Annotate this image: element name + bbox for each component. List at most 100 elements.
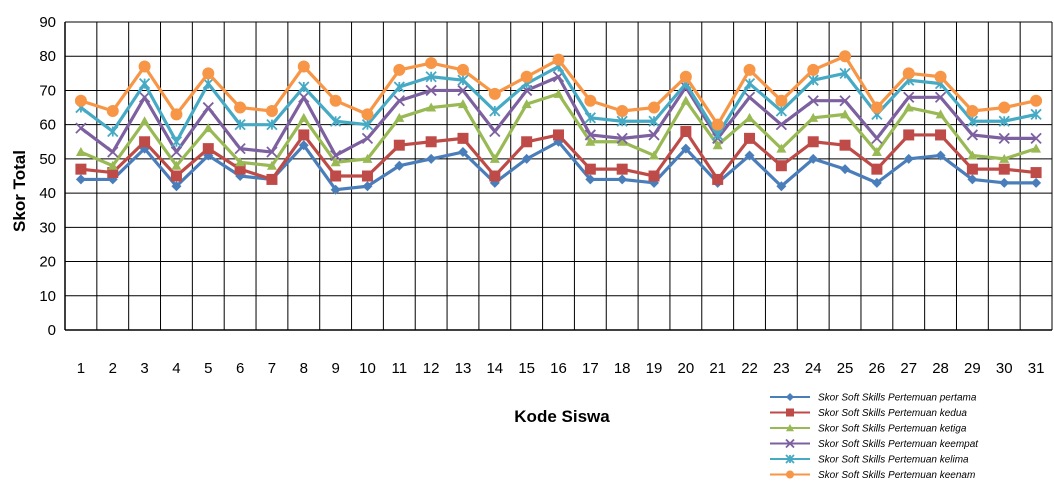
circle-marker xyxy=(265,104,278,117)
square-marker xyxy=(584,163,596,175)
x-tick-label: 24 xyxy=(805,360,822,377)
x-marker xyxy=(743,91,756,103)
star-marker xyxy=(743,77,756,90)
x-marker xyxy=(298,91,310,103)
legend-label: Skor Soft Skills Pertemuan keempat xyxy=(818,439,979,450)
x-tick-label: 17 xyxy=(582,360,599,377)
square-marker xyxy=(170,170,182,182)
x-axis-tick-labels: 1 2 3 4 5 6 7 8 9 10 11 12 13 14 15 16 17 18 19 20 21 22 23 24 2… xyxy=(77,360,1045,377)
circle-marker xyxy=(202,67,215,80)
x-tick-label: 30 xyxy=(996,360,1013,377)
square-marker xyxy=(648,170,660,182)
diamond-marker xyxy=(362,181,373,192)
square-marker xyxy=(616,163,628,175)
x-tick-label: 16 xyxy=(550,360,567,377)
chart-legend: Skor Soft Skills Pertemuan pertama Skor S… xyxy=(770,393,979,481)
circle-marker xyxy=(234,101,247,114)
x-tick-label: 29 xyxy=(964,360,981,377)
triangle-marker xyxy=(330,157,341,167)
star-marker xyxy=(839,67,851,79)
circle-marker xyxy=(329,94,342,107)
x-tick-label: 6 xyxy=(236,360,244,377)
diamond-marker xyxy=(585,174,596,185)
x-tick-label: 22 xyxy=(741,360,758,377)
square-marker xyxy=(139,136,151,148)
circle-marker xyxy=(297,60,310,73)
triangle-marker xyxy=(139,116,150,126)
y-tick-label: 10 xyxy=(39,288,56,305)
triangle-marker xyxy=(871,147,882,157)
square-marker xyxy=(1030,167,1042,179)
star-marker xyxy=(616,115,628,127)
y-tick-label: 80 xyxy=(39,48,56,65)
circle-marker xyxy=(743,63,756,76)
circle-marker xyxy=(74,94,87,107)
square-marker xyxy=(393,139,405,151)
series-5 xyxy=(75,60,1042,148)
circle-marker xyxy=(998,101,1011,114)
diamond-marker xyxy=(330,184,341,195)
x-marker xyxy=(107,146,119,158)
series-1 xyxy=(75,136,1042,195)
series-3 xyxy=(75,88,1042,170)
x-marker xyxy=(807,95,819,107)
diamond-marker xyxy=(808,153,819,164)
star-marker xyxy=(457,74,469,86)
circle-marker xyxy=(361,108,374,121)
triangle-marker xyxy=(776,143,787,153)
triangle-marker xyxy=(786,424,794,432)
triangle-marker xyxy=(585,136,596,146)
x-tick-label: 4 xyxy=(172,360,180,377)
x-tick-label: 10 xyxy=(359,360,376,377)
circle-marker xyxy=(775,94,788,107)
star-marker xyxy=(785,454,795,464)
x-tick-label: 13 xyxy=(455,360,472,377)
x-marker xyxy=(648,129,660,141)
y-tick-label: 90 xyxy=(39,14,56,31)
diamond-marker xyxy=(1031,177,1042,188)
y-axis-tick-labels: 0 10 20 30 40 50 60 70 80 90 xyxy=(39,14,56,339)
x-marker xyxy=(839,95,851,107)
square-marker xyxy=(489,170,501,182)
square-marker xyxy=(839,139,851,151)
x-tick-label: 23 xyxy=(773,360,790,377)
square-marker xyxy=(330,170,342,182)
circle-marker xyxy=(456,63,469,76)
diamond-marker xyxy=(840,164,851,175)
circle-marker xyxy=(138,60,151,73)
x-tick-label: 9 xyxy=(331,360,339,377)
triangle-marker xyxy=(840,109,851,119)
x-marker xyxy=(616,132,628,144)
square-marker xyxy=(712,173,724,185)
x-marker xyxy=(425,84,437,97)
triangle-marker xyxy=(107,160,118,170)
square-marker xyxy=(298,129,310,141)
x-tick-label: 3 xyxy=(140,360,148,377)
chart-gridlines xyxy=(64,21,1053,331)
x-marker xyxy=(75,122,87,134)
x-marker xyxy=(393,95,405,107)
square-marker xyxy=(107,167,119,179)
triangle-marker xyxy=(1031,143,1042,153)
diamond-marker xyxy=(786,393,794,401)
y-tick-label: 30 xyxy=(39,219,56,236)
triangle-marker xyxy=(235,157,246,167)
x-marker xyxy=(202,101,214,114)
triangle-marker xyxy=(489,153,500,163)
circle-marker xyxy=(106,104,119,117)
diamond-marker xyxy=(75,174,86,185)
legend-item: Skor Soft Skills Pertemuan keempat xyxy=(770,438,979,450)
square-marker xyxy=(871,163,883,175)
triangle-marker xyxy=(394,112,405,122)
square-marker xyxy=(234,163,246,175)
x-marker xyxy=(785,438,795,449)
square-marker xyxy=(807,136,819,148)
triangle-marker xyxy=(808,112,819,122)
x-tick-label: 18 xyxy=(614,360,631,377)
x-marker xyxy=(584,129,596,141)
star-marker xyxy=(138,77,151,90)
x-marker xyxy=(329,149,342,162)
circle-marker xyxy=(870,101,883,114)
x-marker xyxy=(775,119,788,131)
